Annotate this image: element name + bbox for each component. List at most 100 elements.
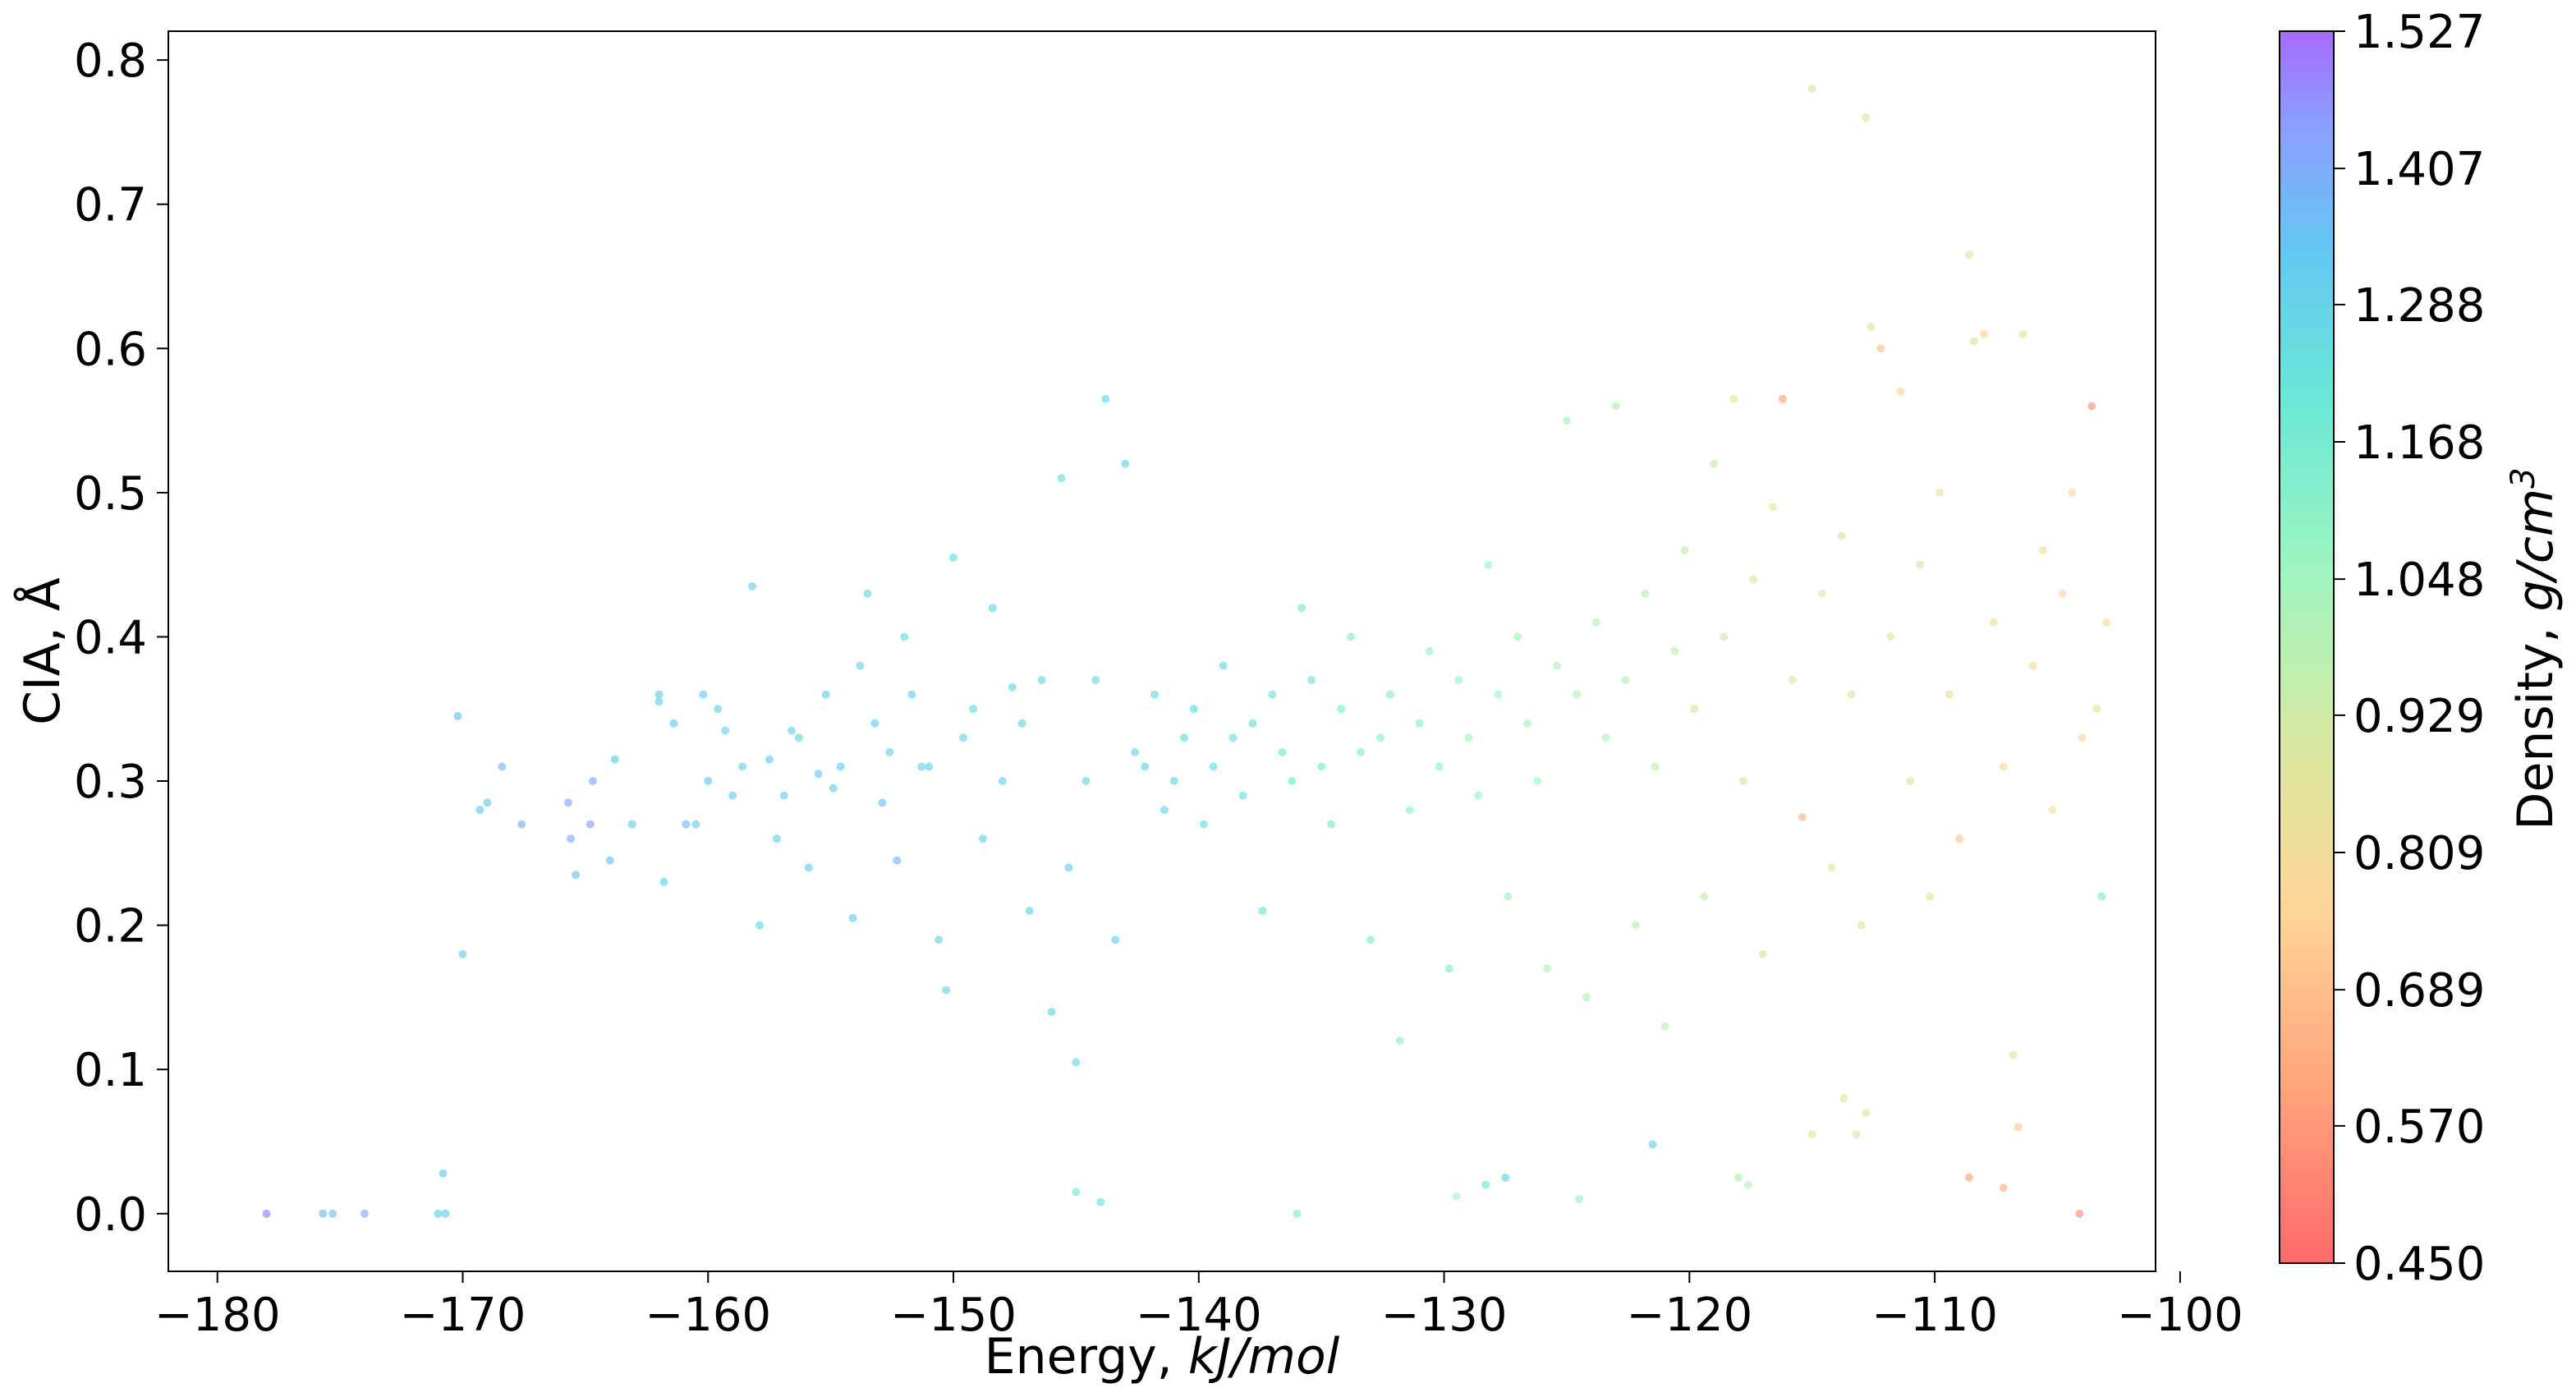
data-point — [1778, 394, 1787, 403]
data-point — [829, 784, 838, 793]
data-point — [654, 697, 664, 706]
data-point — [1999, 762, 2008, 771]
data-point — [1969, 337, 1978, 346]
data-point — [1572, 690, 1581, 699]
x-tick-label: −150 — [890, 1289, 1017, 1342]
data-point — [1660, 1022, 1669, 1031]
data-point — [1278, 747, 1287, 756]
data-point — [794, 733, 803, 742]
data-point — [1601, 733, 1610, 742]
data-point — [1680, 546, 1689, 555]
data-point — [517, 820, 526, 829]
data-point — [1817, 589, 1826, 598]
data-point — [1798, 812, 1807, 821]
data-points — [262, 85, 2111, 1218]
data-point — [328, 1209, 337, 1218]
data-point — [856, 661, 865, 670]
data-point — [1788, 676, 1797, 685]
data-point — [1862, 1108, 1871, 1117]
x-tick-label: −130 — [1381, 1289, 1508, 1342]
data-point — [1720, 632, 1729, 641]
x-tick-label: −120 — [1626, 1289, 1752, 1342]
data-point — [1955, 834, 1963, 843]
data-point — [1964, 1173, 1973, 1182]
data-point — [1096, 1197, 1105, 1206]
data-point — [1631, 921, 1640, 930]
data-point — [2048, 806, 2057, 815]
data-point — [1768, 503, 1777, 512]
data-point — [669, 719, 678, 728]
data-point — [738, 762, 747, 771]
data-point — [1999, 1183, 2008, 1193]
data-point — [1563, 416, 1571, 425]
data-point — [1072, 1058, 1081, 1067]
data-point — [564, 798, 572, 807]
data-point — [1425, 647, 1434, 655]
y-tick-label: 0.7 — [74, 179, 147, 232]
data-point — [1886, 632, 1895, 641]
data-point — [1189, 705, 1198, 714]
data-point — [1916, 560, 1925, 569]
x-axis-title: Energy, kJ/mol — [985, 1328, 1340, 1386]
data-point — [2078, 733, 2087, 742]
data-point — [1101, 394, 1110, 403]
data-point — [1248, 719, 1257, 728]
data-point — [1670, 647, 1679, 655]
data-point — [893, 856, 902, 865]
y-tick-label: 0.1 — [74, 1044, 147, 1097]
data-point — [1690, 705, 1699, 714]
data-point — [1876, 344, 1885, 353]
y-tick-label: 0.5 — [74, 467, 147, 521]
data-point — [988, 604, 997, 613]
data-point — [1481, 1180, 1490, 1189]
data-point — [262, 1209, 271, 1218]
data-point — [1847, 690, 1856, 699]
data-point — [870, 719, 879, 728]
data-point — [682, 820, 691, 829]
data-point — [2075, 1209, 2084, 1218]
data-point — [1288, 777, 1297, 785]
colorbar-tick-label: 1.168 — [2353, 416, 2485, 470]
data-point — [605, 856, 614, 865]
data-point — [1621, 676, 1630, 685]
data-point — [1357, 747, 1365, 756]
colorbar-tick-label: 0.689 — [2353, 964, 2485, 1018]
data-point — [2087, 402, 2096, 411]
data-point — [1091, 676, 1100, 685]
colorbar: 0.450 0.570 0.689 0.809 0.929 1.048 1.168 1.288… — [2279, 6, 2565, 1291]
data-point — [2092, 705, 2101, 714]
colorbar-tick-label: 0.570 — [2353, 1101, 2485, 1154]
data-point — [1710, 459, 1719, 468]
data-point — [360, 1209, 369, 1218]
x-tick-label: −110 — [1871, 1289, 1998, 1342]
data-point — [942, 986, 951, 995]
data-point — [1611, 402, 1620, 411]
data-point — [1375, 733, 1384, 742]
data-point — [567, 834, 575, 843]
data-point — [878, 798, 887, 807]
data-point — [610, 755, 619, 764]
data-point — [934, 935, 944, 944]
data-point — [814, 770, 823, 779]
data-point — [1484, 560, 1493, 569]
data-point — [1852, 1130, 1861, 1139]
data-point — [585, 820, 595, 829]
data-point — [1749, 575, 1757, 584]
x-axis: −180 −170 −160 −150 −140 −130 −120 −110 −100 — [154, 1271, 2243, 1342]
data-point — [848, 913, 857, 922]
data-point — [1395, 1036, 1404, 1045]
data-point — [1258, 907, 1267, 915]
data-point — [1111, 935, 1120, 944]
data-point — [1523, 719, 1532, 728]
data-point — [1150, 690, 1159, 699]
data-point — [2102, 618, 2111, 627]
data-point — [925, 762, 934, 771]
colorbar-gradient — [2279, 30, 2335, 1264]
data-point — [2097, 892, 2106, 901]
data-point — [1504, 892, 1513, 901]
data-point — [1452, 1192, 1461, 1201]
colorbar-tick-label: 1.288 — [2353, 279, 2485, 333]
data-point — [1454, 676, 1463, 685]
data-point — [1651, 762, 1660, 771]
data-point — [1734, 1173, 1743, 1182]
